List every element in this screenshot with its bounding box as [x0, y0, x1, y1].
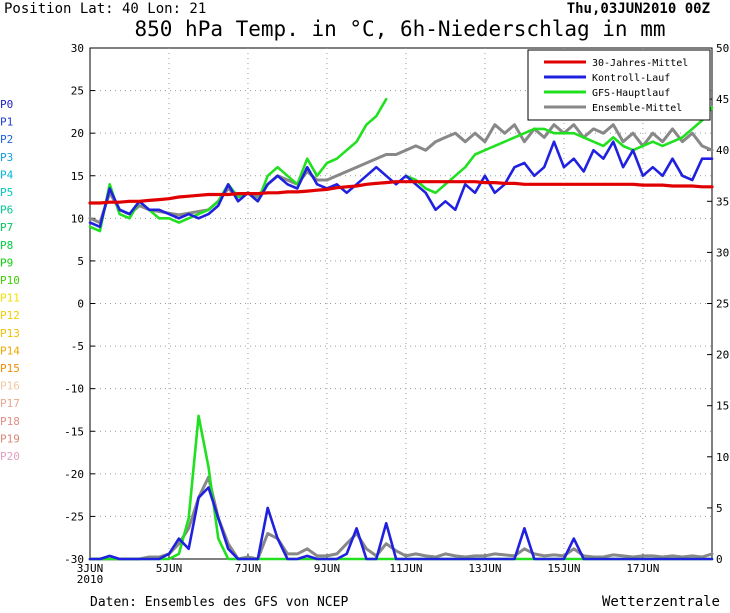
ensemble-mean-line-precip: [88, 475, 714, 561]
y-left-tick-label: -5: [71, 340, 84, 353]
x-tick-label: 9JUN: [314, 562, 341, 575]
member-label: P6: [0, 204, 13, 217]
data-source: Daten: Ensembles des GFS von NCEP: [90, 595, 348, 609]
member-label: P16: [0, 380, 20, 393]
member-label: P18: [0, 415, 20, 428]
plot-area: -30 -25 -20 -15 -10 -5 0 5 10 15 20 25 30 0 5 10 15 20 25 3…: [0, 42, 729, 586]
y-left-tick-label: -20: [64, 468, 84, 481]
control-run-line-temp: [88, 140, 714, 229]
legend-label: Kontroll-Lauf: [592, 73, 670, 84]
member-label: P2: [0, 133, 13, 146]
x-tick-label: 11JUN: [389, 562, 422, 575]
y-left-tick-label: 15: [71, 170, 84, 183]
y-right-tick-label: 45: [716, 93, 729, 106]
climate-mean-line-temp: [88, 180, 714, 205]
member-label: P4: [0, 168, 14, 181]
y-left-tick-label: -30: [64, 553, 84, 566]
x-tick-label: 15JUN: [547, 562, 580, 575]
y-left-tick-label: 25: [71, 85, 84, 98]
member-label: P10: [0, 274, 20, 287]
run-date: Thu,03JUN2010 00Z: [567, 1, 710, 17]
y-right-tick-label: 20: [716, 349, 729, 362]
legend-label: GFS-Hauptlauf: [592, 88, 670, 99]
member-label: P1: [0, 116, 13, 129]
member-label: P12: [0, 309, 20, 322]
y-right-tick-label: 35: [716, 195, 729, 208]
position-label: Position Lat: 40 Lon: 21: [4, 1, 206, 17]
member-label: P5: [0, 186, 13, 199]
member-label: P9: [0, 256, 13, 269]
y-right-tick-label: 5: [716, 502, 723, 515]
y-left-tick-label: -15: [64, 425, 84, 438]
member-label: P0: [0, 98, 13, 111]
y-right-tick-label: 30: [716, 246, 729, 259]
control-run-line-precip: [88, 486, 714, 561]
y-left-tick-label: 0: [77, 298, 84, 311]
member-label: P15: [0, 362, 20, 375]
member-label: P8: [0, 239, 13, 252]
y-left-tick-label: 10: [71, 212, 84, 225]
x-tick-label: 17JUN: [626, 562, 659, 575]
y-right-tick-label: 50: [716, 42, 729, 55]
chart-title: 850 hPa Temp. in °C, 6h-Niederschlag in …: [134, 17, 665, 41]
member-label: P17: [0, 397, 20, 410]
member-label: P3: [0, 151, 13, 164]
x-tick-label: 3JUN 2010: [77, 562, 104, 586]
legend-label: Ensemble-Mittel: [592, 103, 682, 114]
y-left-tick-label: -25: [64, 510, 84, 523]
ensemble-mean-line-temp: [88, 123, 714, 225]
y-left-tick-label: 5: [77, 255, 84, 268]
legend-label: 30-Jahres-Mittel: [592, 58, 688, 69]
gfs-main-line-precip: [88, 414, 714, 561]
y-left-tick-label: -10: [64, 383, 84, 396]
member-label: P14: [0, 344, 20, 357]
x-tick-label: 13JUN: [468, 562, 501, 575]
member-label: P19: [0, 432, 20, 445]
y-left-tick-label: 20: [71, 127, 84, 140]
y-left-tick-label: 30: [71, 42, 84, 55]
brand-label: Wetterzentrale: [602, 594, 720, 609]
x-tick-label: 5JUN: [156, 562, 183, 575]
y-right-tick-label: 15: [716, 400, 729, 413]
member-label: P7: [0, 221, 13, 234]
y-right-tick-label: 40: [716, 144, 729, 157]
y-right-tick-label: 0: [716, 553, 723, 566]
y-right-tick-label: 10: [716, 451, 729, 464]
member-label: P20: [0, 450, 20, 463]
y-right-tick-label: 25: [716, 298, 729, 311]
member-label: P13: [0, 327, 20, 340]
x-tick-label: 7JUN: [235, 562, 262, 575]
member-label: P11: [0, 292, 20, 305]
